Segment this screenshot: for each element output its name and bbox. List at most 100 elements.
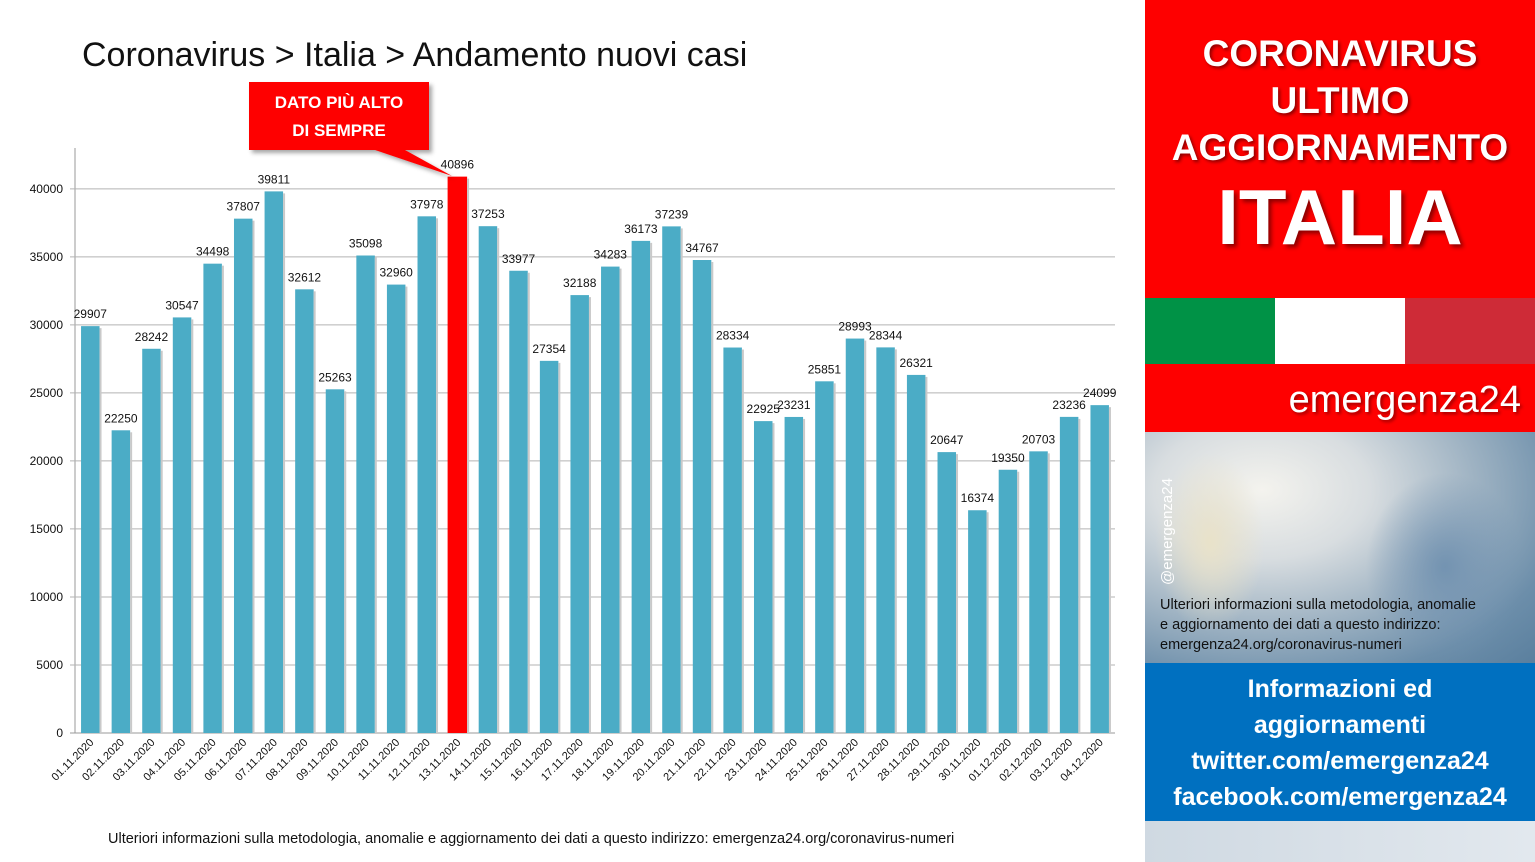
bar-shadow	[1047, 453, 1050, 733]
bar	[601, 266, 620, 733]
bar-shadow	[221, 265, 224, 733]
bar-shadow	[313, 291, 316, 733]
twitter-link[interactable]: twitter.com/emergenza24	[1191, 747, 1489, 775]
side-note-line: e aggiornamento dei dati a questo indiri…	[1160, 617, 1441, 633]
callout-box	[249, 82, 452, 176]
brand-name: emergenza24	[1145, 364, 1535, 432]
bar-shadow	[374, 257, 377, 733]
facebook-link[interactable]: facebook.com/emergenza24	[1173, 783, 1507, 811]
data-label: 23236	[1052, 398, 1086, 412]
bar-highlight	[447, 176, 468, 733]
bar	[662, 226, 681, 733]
data-labels: 29907 22250 28242 30547 34498 37807 39811 32612…	[74, 158, 1117, 506]
data-label: 25851	[808, 362, 842, 376]
data-label: 20703	[1022, 432, 1056, 446]
data-label: 28344	[869, 328, 903, 342]
bar	[509, 270, 528, 733]
bar-shadow	[1078, 418, 1081, 733]
bars	[81, 176, 1111, 734]
bar-shadow	[558, 362, 561, 733]
side-note-line: emergenza24.org/coronavirus-numeri	[1160, 637, 1402, 653]
bar-shadow	[803, 418, 806, 733]
bar-shadow	[467, 178, 470, 733]
bar-shadow	[130, 432, 133, 733]
data-label: 23231	[777, 398, 811, 412]
y-tick-label: 30000	[30, 318, 64, 332]
bar-shadow	[741, 349, 744, 733]
bar	[570, 295, 589, 733]
bar-shadow	[99, 328, 102, 733]
data-label: 39811	[258, 172, 291, 186]
data-label: 33977	[502, 252, 536, 266]
data-label: 28334	[716, 329, 750, 343]
bar-shadow	[436, 218, 439, 733]
y-axis-ticks: 0 5000 10000 15000 20000 25000 30000 35000 40000	[30, 182, 64, 740]
bar	[998, 469, 1018, 733]
data-label: 22925	[747, 402, 781, 416]
country-name: ITALIA	[1217, 173, 1463, 261]
bar	[815, 381, 834, 733]
bar	[478, 226, 498, 734]
data-label: 34767	[685, 241, 719, 255]
bar	[325, 389, 345, 733]
data-label: 40896	[441, 158, 475, 172]
bar	[233, 218, 253, 734]
bar-shadow	[833, 383, 836, 733]
y-tick-label: 35000	[30, 250, 64, 264]
bar-shadow	[527, 272, 530, 733]
bar	[295, 289, 314, 733]
data-label: 24099	[1083, 386, 1117, 400]
headline-box: CORONAVIRUS ULTIMO AGGIORNAMENTO ITALIA	[1145, 0, 1535, 298]
bar-shadow	[191, 319, 194, 733]
x-axis-ticks: 01.11.202002.11.202003.11.202004.11.2020…	[50, 737, 1106, 784]
bar	[386, 284, 406, 733]
headline-line-2: ULTIMO	[1270, 80, 1410, 121]
background-photo	[1145, 432, 1535, 664]
data-label: 19350	[991, 451, 1025, 465]
bar	[142, 348, 161, 733]
data-label: 37253	[471, 207, 505, 221]
y-tick-label: 20000	[30, 454, 64, 468]
bar-shadow	[956, 454, 959, 733]
data-label: 28993	[838, 320, 872, 334]
y-tick-label: 0	[56, 726, 63, 740]
data-label: 37978	[410, 197, 444, 211]
data-label: 32960	[379, 266, 413, 280]
bottom-strip	[1145, 821, 1535, 862]
bar	[111, 430, 131, 733]
bar	[723, 347, 742, 733]
headline-line-1: CORONAVIRUS	[1202, 33, 1478, 74]
bar	[753, 421, 773, 733]
flag-white-stripe	[1275, 298, 1405, 364]
callout-line-2: DI SEMPRE	[292, 121, 386, 140]
data-label: 34283	[594, 248, 628, 262]
bar-shadow	[925, 376, 928, 733]
bar	[417, 216, 437, 733]
bar	[264, 191, 284, 733]
flag-green-stripe	[1145, 298, 1275, 364]
y-tick-label: 40000	[30, 182, 64, 196]
italian-flag-icon	[1145, 298, 1535, 364]
data-label: 27354	[532, 342, 566, 356]
bar	[692, 260, 712, 733]
y-tick-label: 25000	[30, 386, 64, 400]
data-label: 32612	[288, 270, 322, 284]
y-tick-label: 10000	[30, 590, 64, 604]
bar-shadow	[1108, 407, 1111, 733]
y-tick-label: 5000	[36, 658, 63, 672]
data-label: 34498	[196, 245, 230, 259]
bar	[203, 263, 222, 733]
bar	[172, 317, 192, 733]
data-label: 32188	[563, 276, 597, 290]
data-label: 22250	[104, 411, 138, 425]
bar-shadow	[1017, 471, 1020, 733]
bar	[356, 255, 375, 733]
data-label: 36173	[624, 222, 658, 236]
bar	[1059, 416, 1079, 733]
bar-shadow	[588, 297, 591, 733]
data-label: 25263	[318, 370, 352, 384]
data-label: 37807	[227, 200, 261, 214]
bar-shadow	[344, 391, 347, 733]
data-label: 30547	[165, 298, 199, 312]
info-box: Informazioni ed aggiornamenti twitter.co…	[1145, 663, 1535, 821]
